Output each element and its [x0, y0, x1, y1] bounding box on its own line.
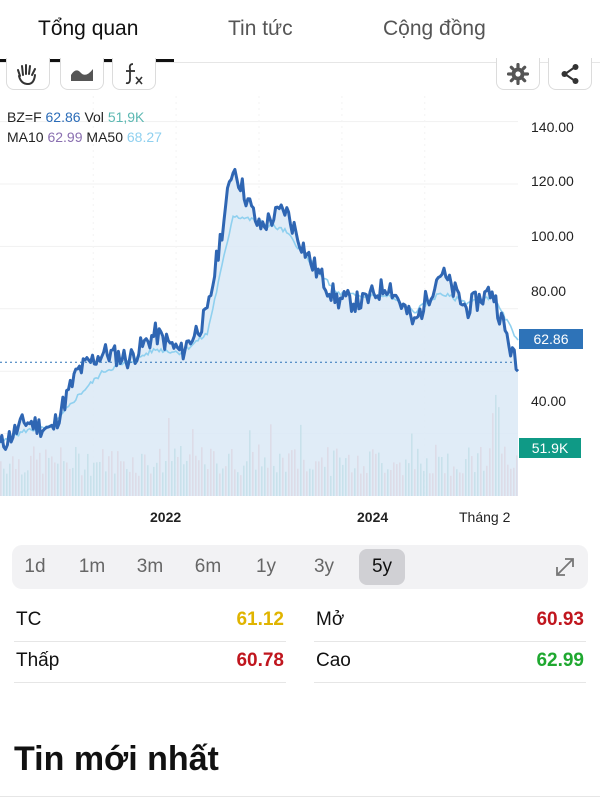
settings-button[interactable] — [496, 58, 540, 90]
divider — [0, 796, 600, 797]
legend-last-value: 62.86 — [45, 109, 81, 125]
hand-icon — [17, 63, 36, 85]
stat-open: Mở 60.93 — [314, 601, 586, 642]
tab-bar: Tổng quan Tin tức Cộng đồng — [0, 0, 600, 63]
stat-tc-value: 61.12 — [236, 609, 284, 630]
legend-line-1: BZ=F 62.86 Vol 51,9K — [7, 109, 144, 125]
x-tick-label: Tháng 2 — [459, 509, 511, 525]
x-tick-label: 2024 — [357, 509, 389, 525]
stat-low: Thấp 60.78 — [14, 642, 286, 683]
indicator-button[interactable] — [112, 58, 156, 90]
stat-high: Cao 62.99 — [314, 642, 586, 683]
current-volume-tag: 51.9K — [519, 438, 581, 458]
stat-open-label: Mở — [316, 609, 345, 630]
y-tick-label: 100.00 — [531, 228, 574, 244]
hand-tool-button[interactable] — [6, 58, 50, 90]
y-tick-label: 140.00 — [531, 119, 574, 135]
stat-tc: TC 61.12 — [14, 601, 286, 642]
y-tick-label: 40.00 — [531, 393, 567, 409]
stat-high-value: 62.99 — [536, 650, 584, 671]
stat-low-label: Thấp — [16, 650, 60, 671]
current-price-tag: 62.86 — [519, 329, 583, 349]
range-3m-button[interactable]: 3m — [136, 556, 164, 577]
range-1d-button[interactable]: 1d — [24, 556, 46, 577]
legend-vol-value: 51,9K — [107, 109, 145, 125]
legend-symbol: BZ=F — [7, 109, 42, 125]
gear-icon — [507, 62, 529, 85]
range-5y-button[interactable]: 5y — [359, 549, 405, 585]
stat-low-value: 60.78 — [236, 650, 284, 671]
range-selector: 1d 1m 3m 6m 1y 3y 5y — [12, 545, 588, 589]
x-tick-label: 2022 — [150, 509, 182, 525]
share-icon — [561, 63, 579, 84]
legend-ma50-label: MA50 — [86, 129, 123, 145]
legend-vol-label: Vol — [84, 109, 104, 125]
range-3y-button[interactable]: 3y — [313, 556, 335, 577]
range-1y-button[interactable]: 1y — [255, 556, 277, 577]
tab-news[interactable]: Tin tức — [228, 17, 293, 40]
range-6m-button[interactable]: 6m — [194, 556, 222, 577]
area-chart-icon — [71, 68, 93, 81]
stat-tc-label: TC — [16, 609, 42, 630]
stat-open-value: 60.93 — [536, 609, 584, 630]
price-area-fill — [0, 169, 518, 496]
price-line — [0, 168, 520, 451]
chart-type-button[interactable] — [60, 58, 104, 90]
y-tick-label: 120.00 — [531, 173, 574, 189]
legend-ma50-value: 68.27 — [126, 129, 162, 145]
tab-overview[interactable]: Tổng quan — [38, 17, 139, 40]
price-chart[interactable] — [0, 96, 520, 498]
share-button[interactable] — [548, 58, 592, 90]
range-1m-button[interactable]: 1m — [78, 556, 106, 577]
stat-high-label: Cao — [316, 650, 351, 671]
legend-ma10-value: 62.99 — [47, 129, 83, 145]
tab-community[interactable]: Cộng đồng — [383, 17, 486, 40]
legend-line-2: MA10 62.99 MA50 68.27 — [7, 129, 162, 145]
expand-icon[interactable] — [552, 554, 578, 580]
function-icon — [125, 62, 143, 85]
news-section-title: Tin mới nhất — [14, 740, 219, 778]
legend-ma10-label: MA10 — [7, 129, 44, 145]
y-tick-label: 80.00 — [531, 283, 567, 299]
